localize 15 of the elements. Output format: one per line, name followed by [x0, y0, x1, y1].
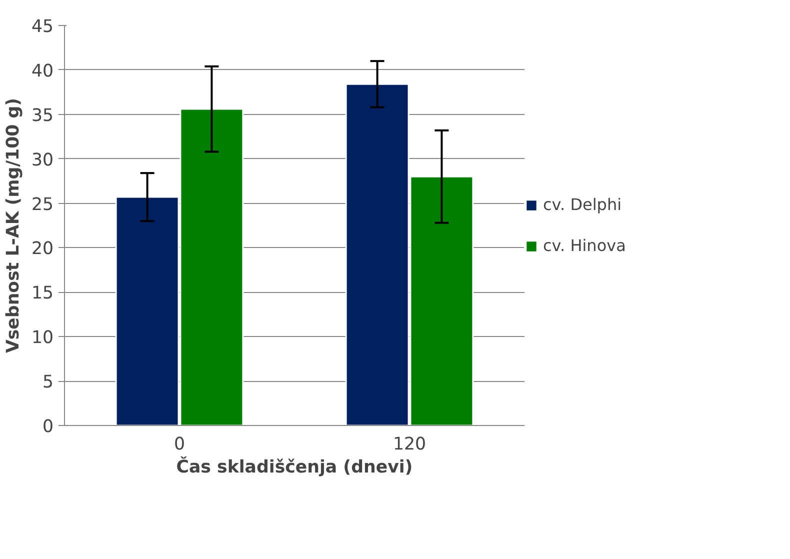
y-tick-label: 30: [31, 150, 54, 170]
y-tick-label: 40: [31, 61, 54, 82]
y-tick-label: 0: [42, 417, 54, 437]
y-tick-label: 45: [31, 17, 54, 37]
y-tick-label: 10: [31, 328, 54, 348]
y-tick-label: 35: [31, 106, 54, 126]
y-tick-label: 15: [31, 284, 54, 304]
x-tick-label: 120: [392, 434, 426, 454]
y-tick-label: 20: [31, 239, 54, 260]
legend-label: cv. Delphi: [543, 195, 622, 214]
y-axis-title: Vsebnost L-AK (mg/100 g): [3, 98, 24, 354]
y-tick-label: 5: [42, 372, 54, 393]
legend-label: cv. Hinova: [543, 236, 626, 255]
x-axis-title: Čas skladiščenja (dnevi): [176, 456, 413, 478]
y-tick-label: 25: [31, 194, 54, 215]
